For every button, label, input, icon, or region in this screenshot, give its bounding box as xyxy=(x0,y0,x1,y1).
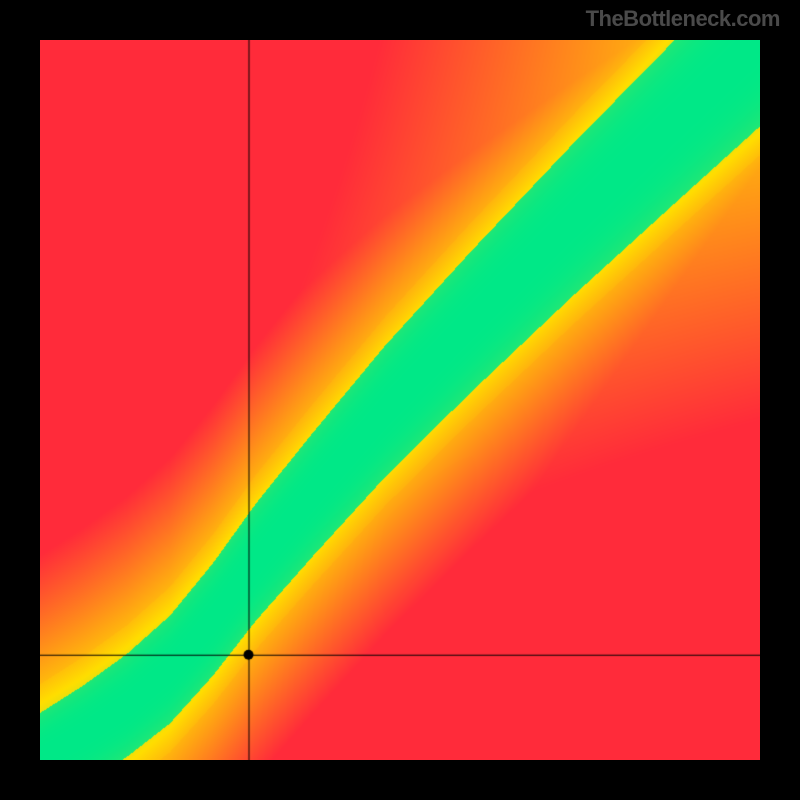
heatmap-canvas xyxy=(40,40,760,760)
heatmap-plot xyxy=(40,40,760,760)
watermark-text: TheBottleneck.com xyxy=(586,6,780,32)
chart-container: TheBottleneck.com xyxy=(0,0,800,800)
